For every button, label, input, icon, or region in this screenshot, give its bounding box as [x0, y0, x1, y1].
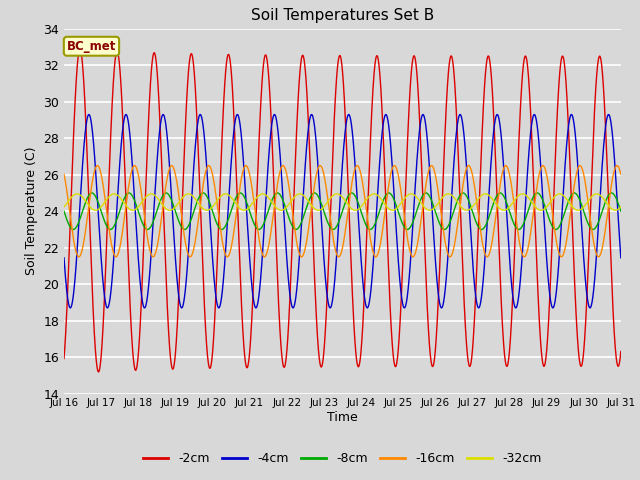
-16cm	[250, 194, 257, 200]
-32cm	[587, 195, 595, 201]
-8cm	[483, 220, 491, 226]
-32cm	[324, 199, 332, 205]
Line: -4cm: -4cm	[64, 115, 621, 308]
Y-axis label: Soil Temperature (C): Soil Temperature (C)	[25, 147, 38, 276]
-4cm	[382, 112, 390, 118]
-16cm	[60, 171, 68, 177]
-2cm	[250, 283, 257, 289]
-4cm	[483, 226, 491, 231]
-32cm	[611, 207, 619, 213]
-32cm	[594, 191, 602, 197]
-2cm	[95, 369, 102, 375]
-16cm	[75, 254, 83, 260]
-16cm	[587, 218, 595, 224]
-4cm	[60, 255, 68, 261]
-32cm	[250, 199, 257, 205]
-16cm	[467, 167, 475, 172]
-16cm	[324, 194, 332, 200]
Line: -8cm: -8cm	[64, 193, 621, 229]
-8cm	[70, 227, 77, 232]
-2cm	[587, 201, 595, 207]
-2cm	[617, 348, 625, 354]
Line: -2cm: -2cm	[64, 49, 621, 372]
-2cm	[76, 47, 84, 52]
-4cm	[401, 305, 408, 311]
Legend: -2cm, -4cm, -8cm, -16cm, -32cm: -2cm, -4cm, -8cm, -16cm, -32cm	[138, 447, 547, 470]
-2cm	[324, 281, 332, 287]
-4cm	[324, 296, 332, 301]
Line: -16cm: -16cm	[64, 166, 621, 257]
-8cm	[607, 190, 615, 196]
-4cm	[617, 255, 625, 261]
-16cm	[594, 253, 602, 259]
-8cm	[324, 219, 332, 225]
-16cm	[617, 171, 625, 177]
-8cm	[467, 204, 475, 210]
Text: BC_met: BC_met	[67, 40, 116, 53]
-32cm	[617, 204, 625, 210]
X-axis label: Time: Time	[327, 411, 358, 424]
-32cm	[483, 191, 491, 197]
-16cm	[483, 254, 491, 260]
-4cm	[587, 304, 595, 310]
-2cm	[467, 359, 475, 365]
-2cm	[594, 63, 602, 69]
-8cm	[594, 222, 602, 228]
-4cm	[594, 237, 602, 242]
-16cm	[613, 163, 621, 168]
-2cm	[483, 58, 491, 63]
-2cm	[60, 356, 68, 361]
-32cm	[467, 205, 475, 211]
-8cm	[250, 219, 257, 225]
-8cm	[60, 208, 68, 214]
-4cm	[467, 237, 475, 243]
Line: -32cm: -32cm	[64, 194, 621, 210]
-8cm	[587, 225, 595, 231]
-4cm	[250, 295, 257, 300]
Title: Soil Temperatures Set B: Soil Temperatures Set B	[251, 9, 434, 24]
-32cm	[73, 191, 81, 197]
-32cm	[60, 204, 68, 210]
-8cm	[617, 208, 625, 214]
